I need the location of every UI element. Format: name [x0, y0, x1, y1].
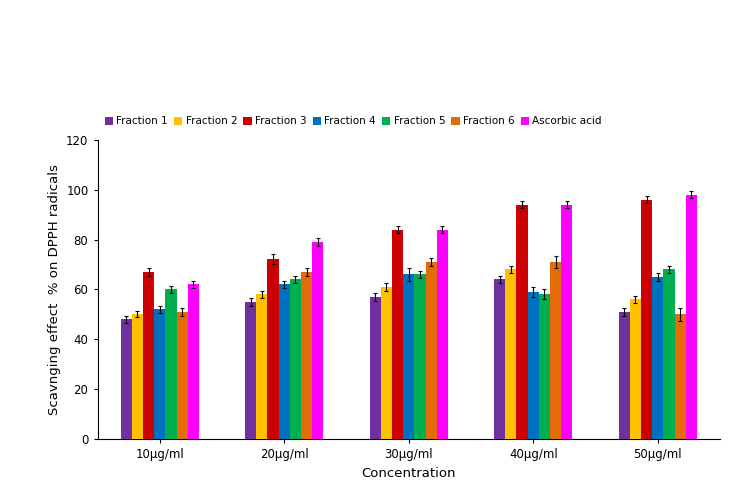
- Bar: [436, 230, 448, 439]
- Bar: [517, 205, 528, 439]
- Bar: [245, 302, 256, 439]
- Bar: [188, 284, 199, 439]
- Bar: [561, 205, 572, 439]
- Bar: [392, 230, 404, 439]
- Bar: [290, 279, 301, 439]
- Bar: [154, 309, 165, 439]
- Y-axis label: Scavnging effect  % on DPPH radicals: Scavnging effect % on DPPH radicals: [47, 164, 61, 415]
- Legend: Fraction 1, Fraction 2, Fraction 3, Fraction 4, Fraction 5, Fraction 6, Ascorbic: Fraction 1, Fraction 2, Fraction 3, Frac…: [103, 114, 604, 129]
- Bar: [494, 279, 506, 439]
- Bar: [381, 287, 392, 439]
- Bar: [528, 292, 538, 439]
- Bar: [619, 312, 630, 439]
- Bar: [538, 294, 550, 439]
- Bar: [256, 294, 268, 439]
- Bar: [630, 299, 641, 439]
- Bar: [165, 289, 176, 439]
- Bar: [268, 259, 279, 439]
- Bar: [370, 297, 381, 439]
- Bar: [132, 314, 143, 439]
- Bar: [301, 272, 312, 439]
- Bar: [425, 262, 436, 439]
- Bar: [506, 269, 517, 439]
- Bar: [674, 314, 686, 439]
- Bar: [312, 242, 323, 439]
- Bar: [279, 284, 290, 439]
- Bar: [176, 312, 188, 439]
- Bar: [652, 277, 663, 439]
- Bar: [121, 319, 132, 439]
- X-axis label: Concentration: Concentration: [362, 467, 456, 480]
- Bar: [143, 272, 154, 439]
- Bar: [414, 274, 425, 439]
- Bar: [641, 200, 652, 439]
- Bar: [404, 274, 414, 439]
- Bar: [663, 269, 674, 439]
- Bar: [686, 195, 697, 439]
- Bar: [550, 262, 561, 439]
